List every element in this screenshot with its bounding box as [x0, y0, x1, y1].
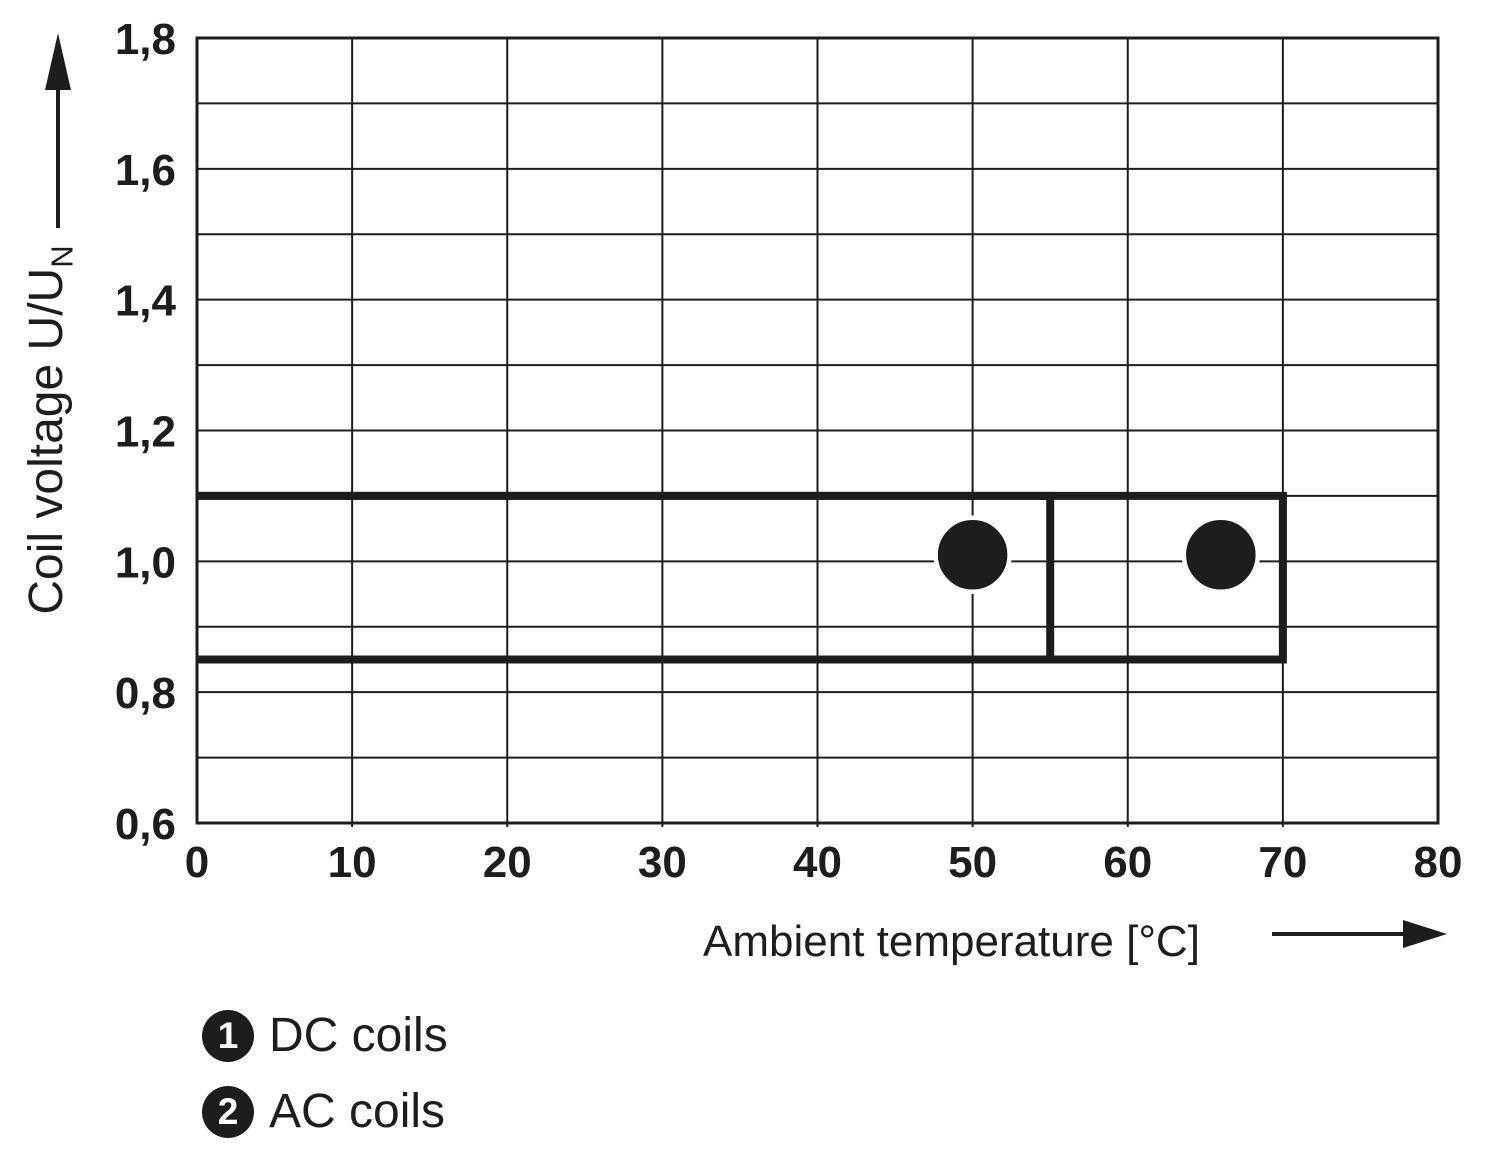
y-tick-label: 0,8 [115, 669, 176, 718]
x-tick-label: 40 [793, 838, 842, 887]
x-axis-arrow-icon [1403, 920, 1447, 948]
legend-marker-2-icon: 2 [202, 1085, 254, 1138]
x-tick-label: 60 [1103, 838, 1152, 887]
ac-coils-marker-number: 2 [955, 520, 989, 589]
x-tick-label: 80 [1414, 838, 1463, 887]
y-tick-label: 1,8 [115, 15, 176, 64]
x-tick-label: 70 [1258, 838, 1307, 887]
x-tick-label: 50 [948, 838, 997, 887]
legend-item-ac-coils-label: AC coils [269, 1085, 446, 1138]
legend-item-dc-coils-label: DC coils [269, 1009, 448, 1062]
legend-marker-1-number: 1 [217, 1014, 239, 1056]
y-axis-title: Coil voltage U/UN [20, 210, 80, 650]
plot-border [195, 36, 1440, 825]
legend-item-ac-coils: 2 AC coils [202, 1084, 448, 1139]
dc-coils-region-outline [197, 491, 1287, 664]
x-tick-label: 30 [638, 838, 687, 887]
dc-coils-marker-icon [1181, 515, 1261, 595]
legend: 1 DC coils 2 AC coils [202, 1008, 448, 1139]
y-tick-label: 1,6 [115, 146, 176, 195]
x-tick-label: 20 [483, 838, 532, 887]
legend-marker-1-icon: 1 [202, 1009, 254, 1062]
legend-marker-2-number: 2 [217, 1090, 239, 1132]
y-tick-label: 1,4 [115, 277, 177, 326]
ac-coils-region-outline [197, 491, 1055, 664]
dc-coils-marker-number: 1 [1204, 520, 1238, 589]
x-axis-title: Ambient temperature [°C] [703, 917, 1200, 966]
y-tick-label: 0,6 [115, 800, 176, 849]
y-axis-title-subscript: N [44, 245, 80, 268]
y-axis-arrow-icon [45, 33, 71, 90]
ac-coils-marker-icon [933, 515, 1012, 595]
y-tick-label: 1,0 [115, 538, 176, 587]
y-axis-title-text: Coil voltage U/U [20, 267, 73, 615]
x-tick-label: 10 [328, 838, 377, 887]
x-tick-label: 0 [185, 838, 209, 887]
legend-item-dc-coils: 1 DC coils [202, 1008, 448, 1063]
y-tick-label: 1,2 [115, 408, 176, 457]
